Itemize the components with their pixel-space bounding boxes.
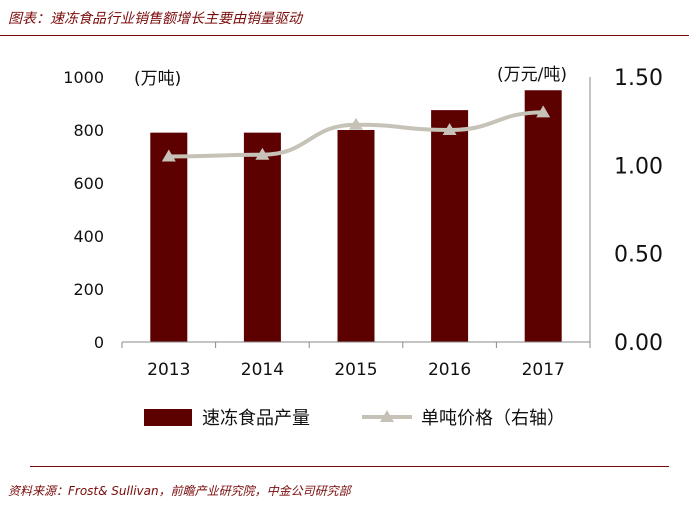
right-tick-label: 1.00 (614, 154, 663, 179)
line-series (161, 105, 551, 162)
x-tick-label: 2015 (334, 360, 377, 380)
line-point-marker (442, 123, 457, 135)
x-tick-label: 2014 (241, 360, 284, 380)
bar (150, 132, 188, 342)
left-tick-label: 200 (73, 280, 104, 299)
title-divider (0, 35, 689, 36)
left-tick-label: 1000 (63, 68, 104, 87)
x-axis (121, 341, 591, 348)
left-tick-label: 0 (94, 333, 104, 352)
line-point-marker (255, 147, 270, 160)
legend-line-label: 单吨价格（右轴） (421, 408, 565, 429)
x-tick-label: 2013 (147, 360, 190, 380)
footer-divider (30, 466, 669, 467)
right-tick-label: 0.50 (614, 243, 663, 268)
left-axis-ticks: 0 200 400 600 800 1000 (63, 68, 104, 352)
legend-bar-label: 速冻食品产量 (202, 408, 310, 429)
legend: 速冻食品产量 单吨价格（右轴） (144, 408, 565, 429)
bar (243, 132, 281, 342)
right-axis-unit-label: (万元/吨) (497, 65, 567, 85)
figure-title: 图表：速冻食品行业销售额增长主要由销量驱动 (8, 11, 302, 27)
line-point-marker (349, 117, 363, 130)
left-tick-label: 600 (73, 174, 104, 193)
left-tick-label: 400 (73, 227, 104, 246)
legend-bar-swatch (144, 409, 192, 426)
bar (431, 110, 469, 342)
bar (524, 90, 562, 342)
left-axis-unit-label: (万吨) (134, 69, 181, 89)
right-tick-label: 1.50 (614, 66, 663, 91)
x-axis-labels: 2013 2014 2015 2016 2017 (147, 360, 565, 380)
legend-triangle-marker (380, 410, 394, 422)
line-point-marker (161, 149, 176, 162)
bar (337, 130, 375, 342)
left-tick-label: 800 (73, 121, 104, 140)
bar-series (150, 90, 562, 342)
line-point-marker (536, 105, 551, 118)
right-tick-label: 0.00 (614, 331, 663, 356)
source-note: 资料来源：Frost& Sullivan，前瞻产业研究院，中金公司研究部 (8, 484, 351, 498)
right-axis-ticks: 0.00 0.50 1.00 1.50 (589, 66, 663, 356)
x-tick-label: 2016 (428, 360, 471, 380)
x-tick-label: 2017 (522, 360, 565, 380)
